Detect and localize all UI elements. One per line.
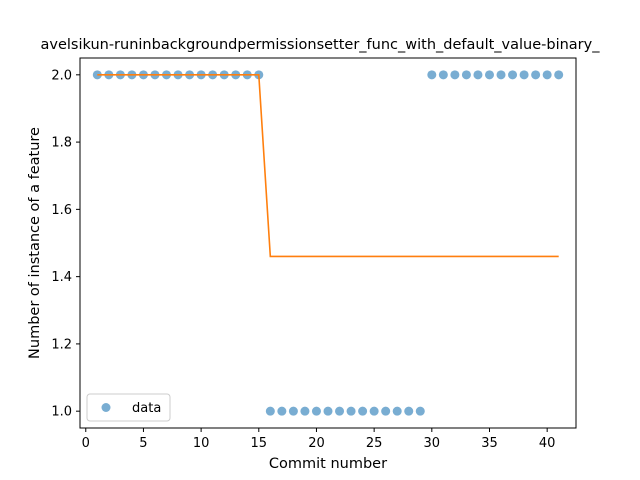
data-point [358, 406, 368, 416]
data-point [542, 70, 552, 80]
y-tick-label: 1.0 [51, 405, 72, 420]
data-point [288, 406, 298, 416]
x-tick-label: 35 [481, 436, 498, 451]
chart-title: avelsikun-runinbackgroundpermissionsette… [41, 37, 601, 53]
y-tick-label: 1.2 [51, 337, 72, 352]
data-point [404, 406, 414, 416]
legend-marker-data [101, 403, 111, 412]
fit-line [97, 74, 559, 258]
x-tick-label: 20 [308, 436, 325, 451]
data-point [461, 70, 471, 80]
data-point [381, 406, 391, 416]
legend: data [86, 393, 171, 422]
data-point [392, 406, 402, 416]
data-point [438, 70, 448, 80]
data-point [415, 406, 425, 416]
y-axis: 1.0 1.2 1.4 1.6 1.8 2.0 [51, 68, 80, 420]
x-tick-label: 30 [424, 436, 441, 451]
x-axis: 0 5 10 15 20 25 30 35 40 [82, 428, 556, 451]
x-tick-label: 40 [539, 436, 556, 451]
data-point [311, 406, 321, 416]
plot-area [92, 70, 564, 416]
legend-box [86, 393, 171, 422]
data-point [508, 70, 518, 80]
x-tick-label: 0 [82, 436, 90, 451]
data-point [484, 70, 494, 80]
data-point [496, 70, 506, 80]
data-point [265, 406, 275, 416]
y-tick-label: 2.0 [51, 68, 72, 83]
data-point [554, 70, 564, 80]
data-point [519, 70, 529, 80]
x-tick-label: 25 [366, 436, 383, 451]
data-point [277, 406, 287, 416]
data-point [473, 70, 483, 80]
data-point [531, 70, 541, 80]
y-tick-label: 1.6 [51, 203, 72, 218]
y-tick-label: 1.4 [51, 270, 72, 285]
axes-frame [79, 57, 577, 429]
data-point [335, 406, 345, 416]
x-tick-label: 5 [139, 436, 147, 451]
data-point [369, 406, 379, 416]
x-axis-label: Commit number [269, 456, 387, 472]
data-point [450, 70, 460, 80]
legend-label-data: data [132, 401, 161, 416]
x-tick-label: 15 [251, 436, 268, 451]
y-axis-label: Number of instance of a feature [27, 127, 43, 359]
data-point [323, 406, 333, 416]
data-point [427, 70, 437, 80]
data-point [346, 406, 356, 416]
data-point [300, 406, 310, 416]
x-tick-label: 10 [193, 436, 210, 451]
y-tick-label: 1.8 [51, 136, 72, 151]
